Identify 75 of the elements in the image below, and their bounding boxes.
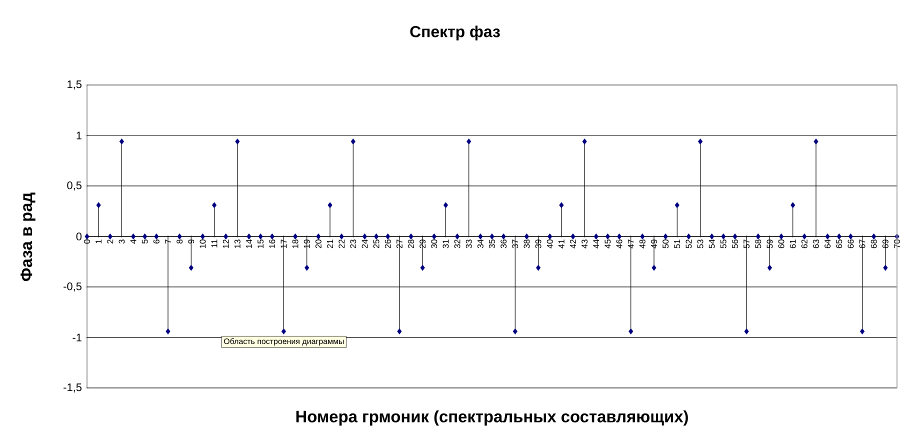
x-tick-label: 26 — [384, 240, 391, 248]
x-tick-label: 16 — [269, 240, 276, 248]
x-tick-label: 30 — [431, 240, 438, 248]
x-tick-label: 14 — [246, 239, 252, 248]
x-tick-label: 36 — [500, 240, 507, 248]
y-axis-title: Фаза в рад — [20, 192, 36, 282]
x-tick-label: 37 — [512, 240, 518, 248]
x-tick-label: 5 — [142, 240, 148, 244]
x-tick-label: 49 — [651, 240, 657, 248]
x-tick-label: 33 — [466, 240, 472, 248]
x-tick-label: 12 — [222, 240, 229, 248]
x-tick-label: 56 — [732, 240, 738, 248]
x-tick-label: 64 — [824, 239, 831, 248]
chart-title: Спектр фаз — [410, 26, 500, 40]
x-tick-label: 63 — [813, 240, 819, 248]
x-tick-label: 31 — [442, 240, 449, 248]
x-tick-label: 50 — [662, 240, 669, 248]
x-tick-label: 2 — [107, 240, 114, 244]
x-tick-label: 0 — [84, 240, 90, 244]
x-tick-label: 48 — [639, 240, 646, 248]
x-tick-label: 62 — [801, 240, 808, 248]
x-tick-label: 51 — [674, 240, 680, 248]
x-tick-label: 43 — [582, 240, 588, 248]
x-tick-label: 15 — [258, 240, 264, 248]
x-tick-label: 54 — [708, 239, 715, 248]
x-tick-label: 52 — [686, 240, 692, 248]
x-tick-label: 28 — [408, 240, 414, 248]
x-tick-label: 13 — [234, 240, 240, 248]
x-tick-label: 18 — [292, 240, 298, 248]
y-tick-label: 0,5 — [67, 181, 82, 191]
x-tick-label: 27 — [396, 240, 402, 248]
x-tick-label: 25 — [373, 240, 380, 248]
x-tick-label: 10 — [200, 240, 206, 248]
x-tick-label: 7 — [165, 240, 171, 244]
x-tick-label: 34 — [477, 239, 484, 248]
x-tick-label: 58 — [755, 240, 762, 248]
x-tick-label: 60 — [778, 240, 784, 248]
x-tick-label: 1 — [96, 240, 102, 244]
x-tick-label: 55 — [720, 240, 726, 248]
x-tick-label: 69 — [882, 240, 888, 248]
x-tick-label: 11 — [211, 240, 218, 248]
x-tick-label: 40 — [546, 240, 553, 248]
x-tick-label: 9 — [188, 240, 194, 244]
x-tick-label: 46 — [616, 240, 622, 248]
x-tick-label: 35 — [489, 240, 495, 248]
x-axis-title: Номера грмоник (спектральных составляющих) — [296, 410, 688, 426]
x-tick-label: 45 — [604, 240, 611, 248]
x-tick-label: 47 — [628, 240, 634, 248]
x-tick-label: 29 — [420, 240, 426, 248]
x-tick-label: 68 — [870, 240, 877, 248]
x-tick-label: 19 — [304, 240, 310, 248]
x-tick-label: 21 — [327, 240, 333, 248]
y-tick-label: -1 — [72, 334, 82, 342]
x-tick-label: 41 — [558, 240, 564, 248]
x-tick-label: 22 — [338, 240, 345, 248]
x-tick-label: 61 — [790, 240, 796, 248]
x-tick-label: 20 — [315, 240, 322, 248]
x-tick-label: 6 — [153, 240, 160, 244]
x-tick-label: 42 — [570, 240, 576, 248]
x-tick-label: 24 — [362, 239, 368, 248]
x-tick-label: 66 — [848, 240, 854, 248]
y-tick-label: 1,5 — [68, 80, 82, 90]
x-tick-label: 4 — [130, 239, 136, 244]
y-tick-label: -0,5 — [64, 282, 82, 292]
x-tick-label: 44 — [593, 239, 600, 248]
x-tick-label: 3 — [118, 240, 125, 244]
x-tick-label: 23 — [350, 240, 356, 248]
y-tick-label: 1 — [76, 132, 82, 140]
y-tick-label: -1,5 — [64, 384, 82, 392]
x-tick-label: 38 — [524, 240, 530, 248]
x-tick-label: 57 — [744, 240, 750, 248]
x-tick-label: 8 — [176, 240, 183, 244]
x-tick-label: 53 — [697, 240, 704, 248]
x-tick-label: 32 — [454, 240, 460, 248]
x-tick-label: 65 — [836, 240, 842, 248]
